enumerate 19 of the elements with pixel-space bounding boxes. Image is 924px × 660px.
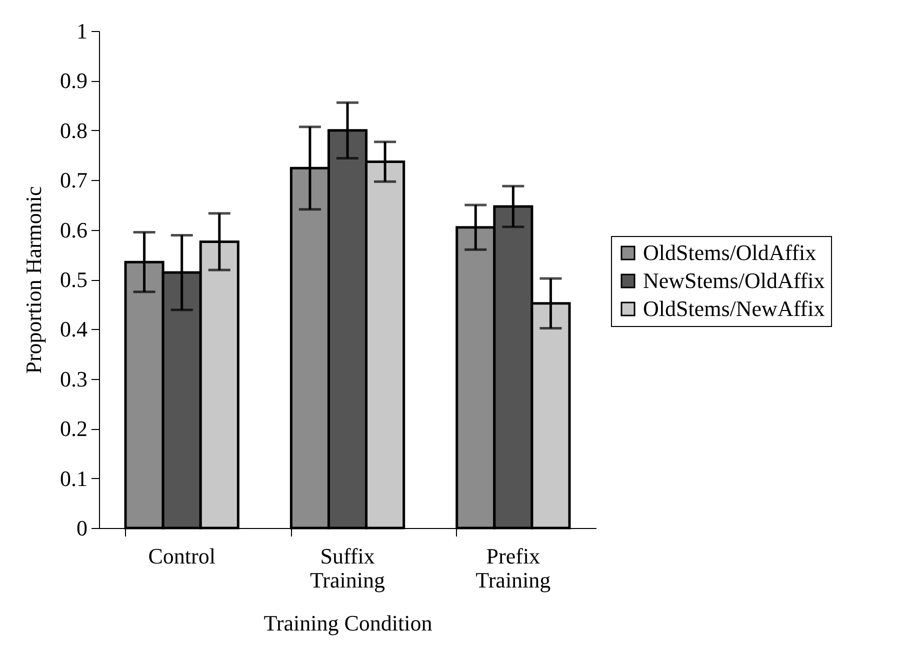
y-tick-label: 1 <box>76 18 88 44</box>
y-tick-label: 0 <box>76 516 88 540</box>
y-tick-label: 0.4 <box>60 316 88 342</box>
x-tick-label: Prefix Training <box>476 544 551 592</box>
legend-label: OldStems/NewAffix <box>643 296 825 321</box>
y-tick-label: 0.1 <box>60 466 88 491</box>
y-tick-label: 0.7 <box>60 168 88 193</box>
y-tick-label: 0.2 <box>60 416 88 442</box>
y-tick-label: 0.9 <box>60 68 88 94</box>
legend-label: NewStems/OldAffix <box>643 268 825 293</box>
y-tick-label: 0.5 <box>60 267 88 292</box>
x-tick-label: Control <box>148 544 216 568</box>
y-tick-label: 0.8 <box>60 118 88 143</box>
y-axis-title: Proportion Harmonic <box>21 186 46 374</box>
legend-label: OldStems/OldAffix <box>643 240 816 265</box>
x-axis-title: Training Condition <box>264 610 432 636</box>
x-tick-label: Suffix Training <box>310 544 385 592</box>
y-tick-label: 0.6 <box>60 217 88 242</box>
y-tick-label: 0.3 <box>60 366 88 392</box>
